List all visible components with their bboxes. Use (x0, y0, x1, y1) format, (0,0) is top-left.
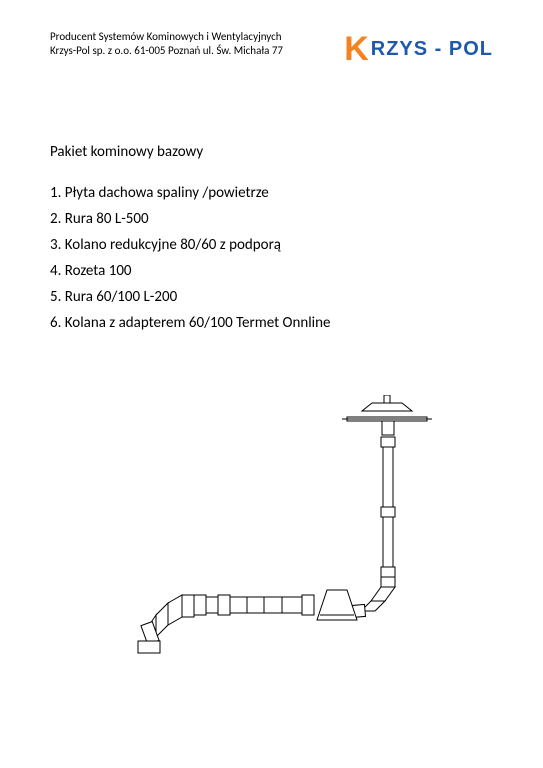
page-title: Pakiet kominowy bazowy (50, 143, 493, 161)
pipe-joint-icon (381, 567, 395, 577)
vertical-pipe-icon (383, 517, 393, 567)
rosette-icon (317, 590, 357, 620)
item-list: 1. Płyta dachowa spaliny /powietrze 2. R… (50, 181, 493, 335)
company-line-2: Krzys-Pol sp. z o.o. 61-005 Poznań ul. Ś… (50, 44, 283, 58)
roof-cap-icon (362, 403, 412, 411)
vertical-pipe-icon (383, 447, 393, 507)
list-item: 5. Rura 60/100 L-200 (50, 285, 493, 309)
list-item: 6. Kolana z adapterem 60/100 Termet Onnl… (50, 311, 493, 335)
chimney-diagram-svg (102, 395, 442, 655)
header: Producent Systemów Kominowych i Wentylac… (50, 30, 493, 73)
list-item: 1. Płyta dachowa spaliny /powietrze (50, 181, 493, 205)
pipe-joint-icon (381, 437, 395, 447)
horizontal-pipe-icon (194, 595, 314, 615)
logo-text: RZYS - POL (371, 38, 493, 61)
technical-diagram (50, 395, 493, 655)
pipe-joint-icon (381, 507, 395, 517)
list-item: 4. Rozeta 100 (50, 259, 493, 283)
elbow-right-icon (350, 577, 394, 618)
company-line-1: Producent Systemów Kominowych i Wentylac… (50, 30, 283, 44)
company-info: Producent Systemów Kominowych i Wentylac… (50, 30, 283, 59)
list-item: 3. Kolano redukcyjne 80/60 z podporą (50, 233, 493, 257)
logo-k-icon: K (344, 30, 367, 69)
logo: KRZYS - POL (344, 30, 493, 73)
list-item: 2. Rura 80 L-500 (50, 207, 493, 231)
elbow-left-icon (138, 595, 194, 653)
